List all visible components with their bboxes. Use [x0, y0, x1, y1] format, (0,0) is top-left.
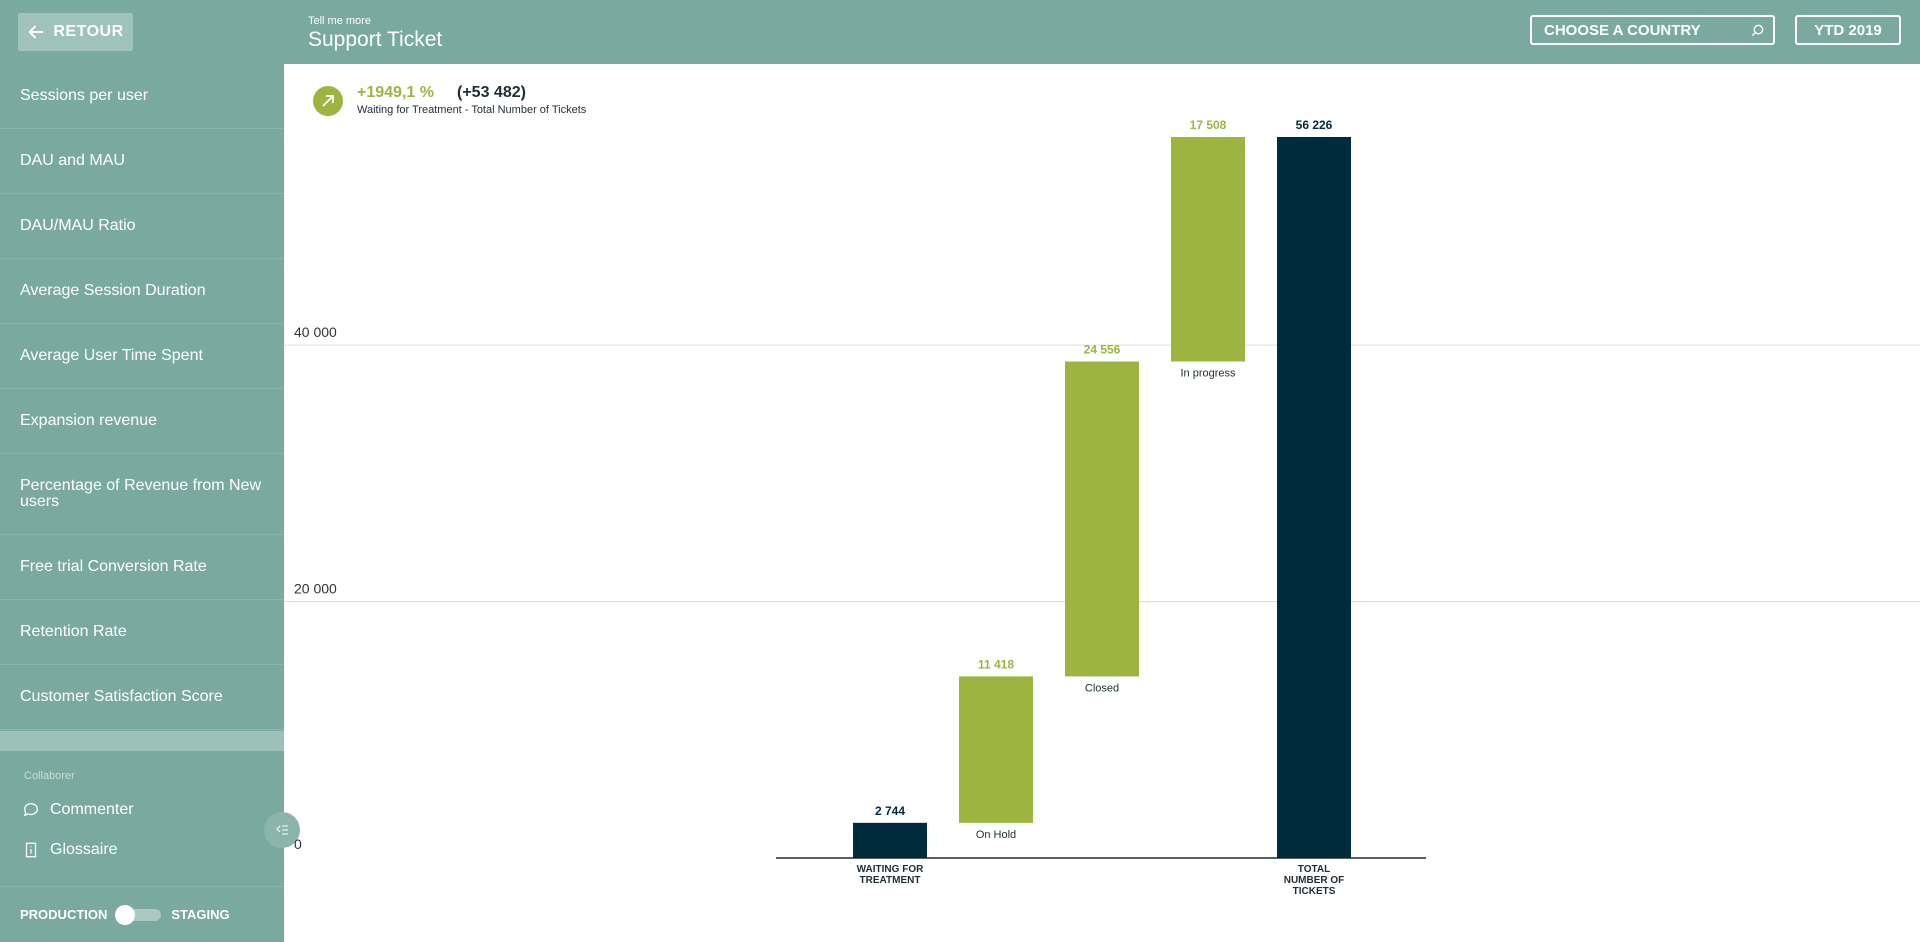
kpi-percent: +1949,1 %: [357, 84, 434, 101]
header: Tell me more Support Ticket CHOOSE A COU…: [284, 0, 1920, 64]
bar-value-label-4: 56 226: [1296, 118, 1333, 132]
comment-link[interactable]: Commenter: [22, 798, 134, 822]
sidebar-item-average-user-time-spent[interactable]: Average User Time Spent: [0, 324, 284, 389]
arrow-left-icon: [29, 25, 44, 39]
waterfall-chart: 0 20 000 40 000 2 744 WAITING FOR TREATMENT 11…: [284, 118, 1920, 897]
glossary-link[interactable]: Glossaire: [22, 838, 118, 862]
comment-icon: [23, 803, 38, 817]
sidebar-item-revenue-new-users[interactable]: Percentage of Revenue from New users: [0, 454, 284, 535]
sidebar-scroll-indicator: [0, 731, 284, 751]
sidebar-item-label: DAU and MAU: [20, 152, 125, 169]
category-label-3: In progress: [1180, 368, 1236, 380]
category-label-4: TOTAL NUMBER OF TICKETS: [1284, 864, 1345, 897]
collapse-icon: [276, 825, 288, 835]
sidebar-item-label: Percentage of Revenue from New users: [20, 477, 262, 510]
environment-switcher: PRODUCTION STAGING: [0, 886, 284, 942]
bar-3: [1171, 137, 1245, 362]
comment-label: Commenter: [50, 801, 134, 818]
y-tick-label-2: 40 000: [294, 324, 337, 340]
kpi-description: Waiting for Treatment - Total Number of …: [357, 104, 587, 116]
sidebar-item-free-trial-conversion[interactable]: Free trial Conversion Rate: [0, 535, 284, 600]
sidebar-item-label: Free trial Conversion Rate: [20, 558, 207, 575]
page-title: Support Ticket: [308, 28, 443, 51]
sidebar-item-label: Expansion revenue: [20, 412, 157, 429]
sidebar-item-average-session-duration[interactable]: Average Session Duration: [0, 259, 284, 324]
sidebar-item-retention-rate[interactable]: Retention Rate: [0, 600, 284, 665]
sidebar-item-label: Retention Rate: [20, 623, 127, 640]
sidebar-item-dau-mau[interactable]: DAU and MAU: [0, 129, 284, 194]
bar-value-label-0: 2 744: [875, 804, 905, 818]
env-staging-label: STAGING: [171, 907, 230, 922]
country-search-placeholder: CHOOSE A COUNTRY: [1544, 21, 1701, 39]
back-button-label: RETOUR: [53, 23, 124, 40]
sidebar-item-label: Customer Satisfaction Score: [20, 688, 223, 705]
bar-value-label-1: 11 418: [978, 657, 1014, 671]
bar-value-label-3: 17 508: [1190, 118, 1227, 132]
sidebar-item-dau-mau-ratio[interactable]: DAU/MAU Ratio: [0, 194, 284, 259]
sidebar-item-label: Average Session Duration: [20, 282, 206, 299]
env-production-label: PRODUCTION: [20, 907, 108, 922]
sidebar-item-label: Average User Time Spent: [20, 347, 203, 364]
search-icon: [1751, 24, 1764, 37]
glossary-icon: [25, 842, 37, 858]
collaborate-label: Collaborer: [24, 770, 75, 782]
collapse-sidebar-button[interactable]: [264, 812, 300, 848]
sidebar: RETOUR Sessions per user DAU and MAU DAU…: [0, 0, 284, 942]
page-subtitle: Tell me more: [308, 15, 371, 27]
bar-0: [853, 822, 927, 858]
kpi-absolute: (+53 482): [457, 84, 526, 101]
category-label-1: On Hold: [976, 829, 1016, 841]
trend-up-icon: [313, 86, 343, 116]
category-label-2: Closed: [1085, 682, 1119, 694]
env-toggle[interactable]: [115, 904, 162, 925]
period-label: YTD 2019: [1814, 21, 1882, 39]
sidebar-item-expansion-revenue[interactable]: Expansion revenue: [0, 389, 284, 454]
back-button[interactable]: RETOUR: [18, 13, 133, 51]
sidebar-item-sessions-per-user[interactable]: Sessions per user: [0, 64, 284, 129]
sidebar-item-label: DAU/MAU Ratio: [20, 217, 136, 234]
y-tick-label-0: 0: [294, 836, 302, 852]
period-selector[interactable]: YTD 2019: [1795, 15, 1901, 45]
bar-value-label-2: 24 556: [1084, 343, 1121, 357]
sidebar-item-label: Sessions per user: [20, 87, 149, 104]
country-search[interactable]: CHOOSE A COUNTRY: [1530, 15, 1775, 45]
y-tick-label-1: 20 000: [294, 581, 337, 597]
glossary-label: Glossaire: [50, 841, 118, 858]
bar-1: [959, 676, 1033, 823]
bar-4: [1277, 137, 1351, 858]
sidebar-item-customer-satisfaction[interactable]: Customer Satisfaction Score: [0, 665, 284, 730]
bar-2: [1065, 361, 1139, 677]
category-label-0: WAITING FOR TREATMENT: [857, 864, 924, 886]
